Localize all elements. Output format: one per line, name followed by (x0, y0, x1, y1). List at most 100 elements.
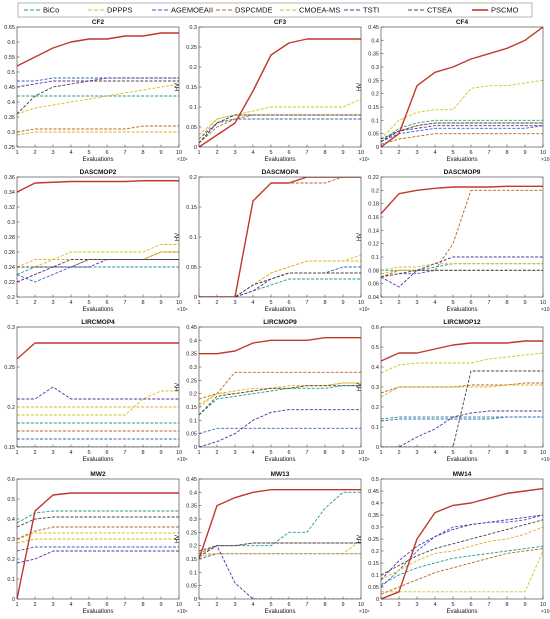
y-tick-label: 0.6 (7, 40, 15, 46)
y-tick-label: 0.28 (4, 235, 15, 241)
x-tick-label: 2 (215, 150, 218, 156)
y-tick-label: 0.14 (368, 228, 379, 234)
y-tick-label: 0.4 (189, 490, 197, 496)
x-tick-label: 7 (305, 450, 308, 456)
y-tick-label: 0.45 (4, 85, 15, 91)
series-line-pscmo (199, 488, 361, 560)
legend: BiCo DPPPS AGEMOEAII DSPCMDE CMOEA-MS TSTI CTS… (17, 2, 533, 18)
y-tick-label: 0.2 (189, 544, 197, 550)
x-tick-label: 4 (433, 602, 436, 608)
y-tick-label: 0.4 (371, 38, 379, 44)
y-tick-label: 0.12 (368, 242, 379, 248)
series-line-agemoeaii (381, 125, 543, 143)
y-tick-label: 0.05 (186, 125, 197, 131)
x-tick-label: 7 (487, 300, 490, 306)
x-tick-label: 8 (141, 150, 144, 156)
y-axis-label: HV (175, 535, 181, 543)
series-line-dppps (199, 98, 361, 136)
series-line-pscmo (381, 340, 543, 362)
y-tick-label: 0.35 (368, 513, 379, 519)
x-tick-label: 3 (415, 602, 418, 608)
chart-title: MW13 (271, 471, 290, 478)
plot-area (17, 27, 179, 147)
series-line-pscmo (17, 32, 179, 67)
y-tick-label: 0.1 (371, 573, 379, 579)
x-tick-label: 1 (15, 450, 18, 456)
x-tick-label: 3 (51, 300, 54, 306)
y-tick-label: 0.1 (189, 418, 197, 424)
axes-frame (16, 176, 180, 298)
plot-area (381, 479, 543, 599)
chart-title: DASCMOP4 (262, 169, 299, 176)
series-group (381, 185, 543, 288)
series-line-ctsea (17, 516, 179, 528)
y-tick-label: 0.1 (189, 570, 197, 576)
x-multiplier: ×10⁴ (177, 157, 188, 163)
x-tick-label: 3 (233, 300, 236, 306)
series-line-cmoea-ms (199, 114, 361, 140)
y-tick-label: 0.2 (189, 392, 197, 398)
x-tick-label: 10 (540, 150, 546, 156)
x-tick-label: 10 (358, 602, 364, 608)
series-line-dspcmde (17, 526, 179, 540)
axes-frame (380, 26, 544, 148)
y-tick-label: 0.1 (371, 118, 379, 124)
y-tick-label: 0.55 (4, 55, 15, 61)
chart-panel: CF4 0 0.05 0.1 0.15 0.2 0.25 0.3 0.35 0.4 0.45 1 2 3 4… (357, 19, 550, 163)
x-tick-label: 8 (323, 602, 326, 608)
y-tick-label: 0.15 (186, 405, 197, 411)
y-tick-label: 0.15 (368, 561, 379, 567)
x-axis-label: Evaluations (446, 157, 477, 163)
series-line-agemoeaii (381, 416, 543, 422)
series-line-ctsea (199, 542, 361, 552)
x-tick-label: 2 (33, 300, 36, 306)
legend-entry: DSPCMDE (216, 6, 273, 15)
chart-title: MW14 (453, 471, 472, 478)
y-tick-label: 0.45 (368, 489, 379, 495)
series-line-pscmo (17, 180, 179, 193)
y-tick-label: 0.1 (7, 577, 15, 583)
y-tick-label: 0.15 (186, 85, 197, 91)
y-tick-label: 0.2 (7, 557, 15, 563)
series-line-dppps (17, 244, 179, 268)
y-tick-label: 0.2 (189, 175, 197, 181)
series-line-pscmo (17, 342, 179, 360)
legend-entry: BiCo (24, 6, 59, 15)
y-tick-label: 0.2 (7, 295, 15, 301)
series-line-ctsea (381, 519, 543, 576)
axes-frame (380, 176, 544, 298)
y-tick-label: 0.25 (368, 78, 379, 84)
chart-title: CF2 (92, 19, 105, 26)
x-axis-label: Evaluations (82, 457, 113, 463)
legend-entry: CTSEA (408, 6, 452, 15)
x-tick-label: 3 (51, 150, 54, 156)
x-tick-label: 2 (215, 450, 218, 456)
y-tick-label: 0.4 (371, 365, 379, 371)
y-tick-label: 0.05 (186, 265, 197, 271)
legend-label: CTSEA (427, 6, 452, 15)
y-tick-label: 0.5 (371, 345, 379, 351)
legend-entry: AGEMOEAII (152, 6, 213, 15)
series-group (199, 177, 361, 297)
x-tick-label: 6 (105, 450, 108, 456)
x-tick-label: 2 (33, 450, 36, 456)
series-group (381, 27, 543, 147)
y-tick-label: 0.1 (371, 255, 379, 261)
series-line-cmoea-ms (381, 384, 543, 398)
series-group (17, 32, 179, 136)
legend-label: PSCMO (491, 6, 519, 15)
x-tick-label: 1 (197, 602, 200, 608)
series-line-dppps (17, 83, 179, 115)
x-tick-label: 10 (540, 602, 546, 608)
x-multiplier: ×10⁴ (177, 307, 188, 313)
x-tick-label: 8 (323, 450, 326, 456)
x-tick-label: 10 (358, 300, 364, 306)
series-line-dppps (17, 532, 179, 540)
y-tick-label: 0.3 (371, 385, 379, 391)
x-tick-label: 2 (215, 300, 218, 306)
y-tick-label: 0.34 (4, 190, 15, 196)
series-line-cmoea-ms (17, 538, 179, 544)
x-tick-label: 7 (305, 300, 308, 306)
y-tick-label: 0.3 (189, 365, 197, 371)
x-tick-label: 10 (176, 300, 182, 306)
